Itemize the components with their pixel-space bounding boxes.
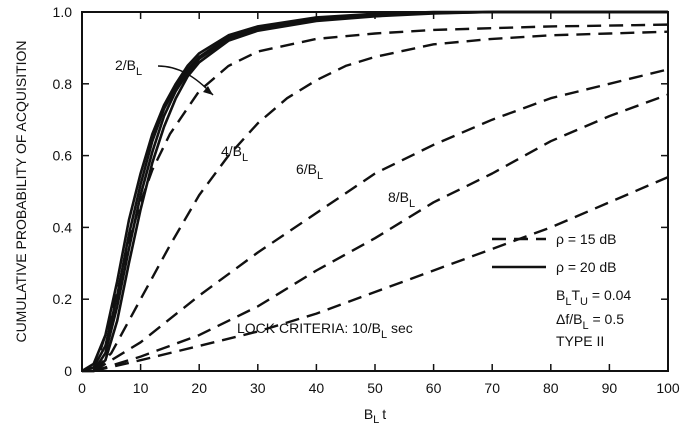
legend-note-2-part: L bbox=[582, 320, 588, 332]
legend-note-1-part: B bbox=[556, 287, 565, 303]
curve-label-1: 2/BL bbox=[115, 57, 142, 78]
legend-note-1-part: = 0.04 bbox=[588, 287, 631, 303]
lock-criteria-annotation-part: sec bbox=[387, 320, 413, 336]
series-line-3-dashed bbox=[93, 68, 669, 373]
series-line-5-dashed bbox=[93, 175, 669, 373]
x-tick-label: 90 bbox=[602, 380, 618, 396]
curve-label-1-part: 2/B bbox=[115, 57, 136, 73]
leader-arrowhead bbox=[203, 86, 213, 95]
y-tick-label: 0.8 bbox=[53, 76, 73, 92]
x-axis-title-main: B bbox=[364, 406, 373, 422]
curve-label-4-part: 8/B bbox=[388, 189, 409, 205]
x-tick-label: 60 bbox=[426, 380, 442, 396]
x-tick-label: 30 bbox=[250, 380, 266, 396]
y-tick-label: 0.2 bbox=[53, 291, 73, 307]
lock-criteria-annotation-part: L bbox=[381, 329, 387, 341]
curve-label-4-part: L bbox=[409, 198, 415, 210]
lock-criteria-annotation: LOCK CRITERIA: 10/BL sec bbox=[237, 320, 413, 341]
legend-note-3-part: TYPE II bbox=[556, 333, 604, 349]
x-tick-label: 80 bbox=[543, 380, 559, 396]
y-tick-label: 0.6 bbox=[53, 148, 73, 164]
curve-label-3: 6/BL bbox=[296, 161, 323, 182]
x-tick-label: 40 bbox=[309, 380, 325, 396]
legend-note-1-part: L bbox=[565, 296, 571, 308]
curve-label-3-part: L bbox=[317, 170, 323, 182]
curve-label-4: 8/BL bbox=[388, 189, 415, 210]
x-tick-label: 100 bbox=[656, 380, 680, 396]
x-axis-title: BL t bbox=[364, 406, 386, 426]
lock-criteria-annotation-part: LOCK CRITERIA: 10/B bbox=[237, 320, 381, 336]
y-tick-label: 1.0 bbox=[53, 4, 73, 20]
axis-ticks: 0 10 20 30 40 50 60 70 80 90 100 0 0.2 0.4 0.6 0.8 1.0 bbox=[53, 4, 680, 396]
curve-label-2-part: L bbox=[242, 152, 248, 164]
legend-note-2: Δf/BL = 0.5 bbox=[556, 311, 624, 332]
x-axis-title-sub: L bbox=[373, 414, 379, 426]
legend-label: ρ = 15 dB bbox=[556, 231, 617, 247]
curve-label-3-part: 6/B bbox=[296, 161, 317, 177]
series-line-4-dashed bbox=[93, 93, 669, 373]
legend-label: ρ = 20 dB bbox=[556, 259, 617, 275]
y-axis-title: CUMULATIVE PROBABILITY OF ACQUISITION bbox=[13, 40, 29, 342]
x-axis-title-tail: t bbox=[382, 406, 386, 422]
x-tick-label: 10 bbox=[133, 380, 149, 396]
legend-note-1-part: U bbox=[580, 296, 588, 308]
legend-note-2-part: = 0.5 bbox=[589, 311, 625, 327]
curve-label-2-part: 4/B bbox=[221, 143, 242, 159]
x-tick-label: 50 bbox=[367, 380, 383, 396]
y-tick-label: 0.4 bbox=[53, 219, 73, 235]
x-tick-label: 70 bbox=[484, 380, 500, 396]
legend-note-2-part: Δf/B bbox=[556, 311, 582, 327]
curve-label-2: 4/BL bbox=[221, 143, 248, 164]
legend-note-1: BLTU = 0.04 bbox=[556, 287, 631, 308]
curve-label-1-part: L bbox=[136, 66, 142, 78]
legend-note-1-part: T bbox=[571, 287, 580, 303]
x-tick-label: 20 bbox=[191, 380, 207, 396]
y-tick-label: 0 bbox=[64, 363, 72, 379]
legend-note-3: TYPE II bbox=[556, 333, 604, 349]
series-line-2-dashed bbox=[92, 30, 669, 372]
x-tick-label: 0 bbox=[78, 380, 86, 396]
